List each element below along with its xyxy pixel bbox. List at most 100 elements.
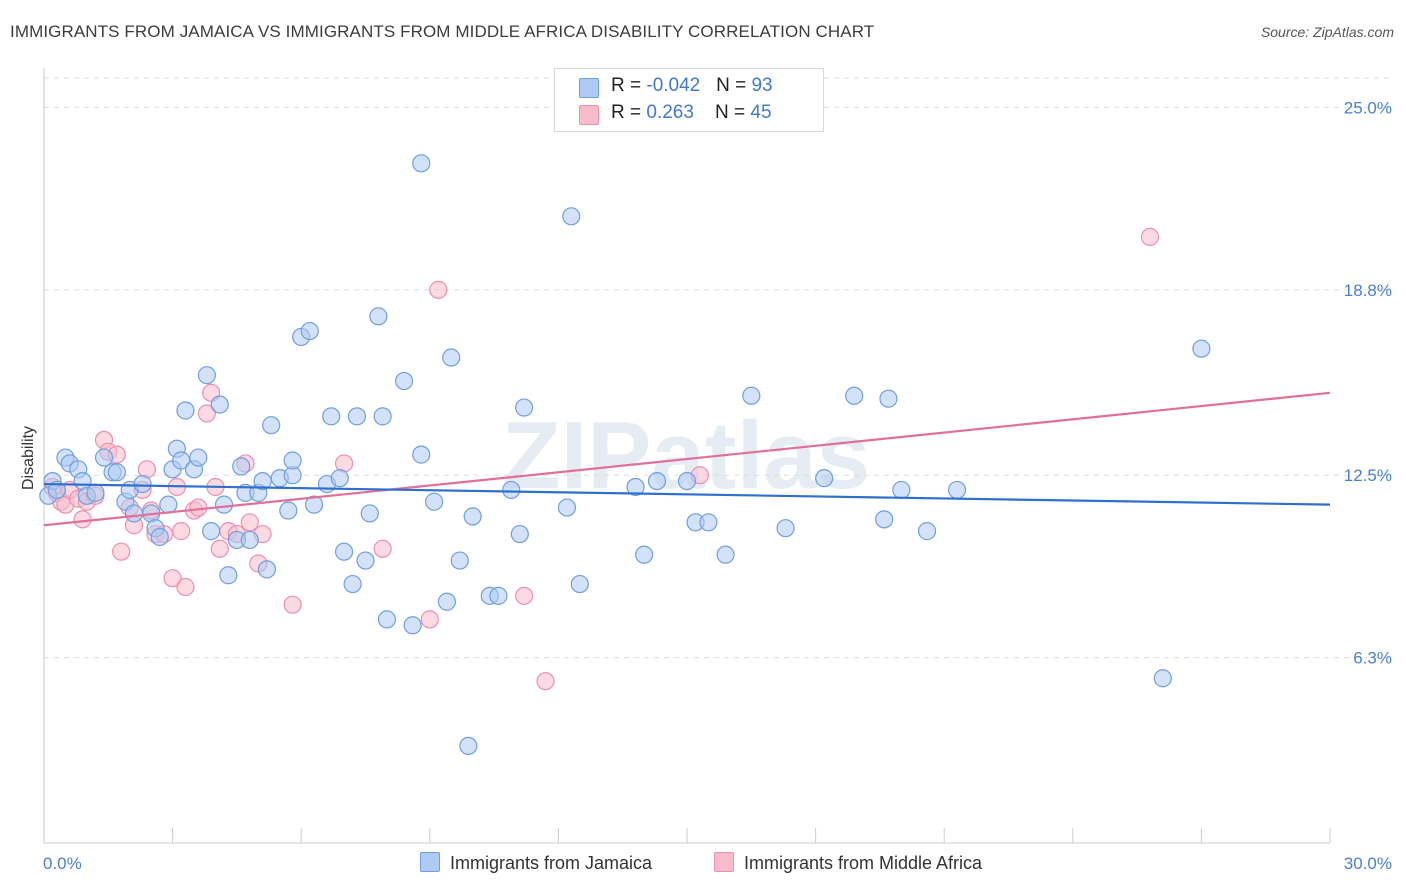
axes xyxy=(43,68,1331,844)
point-jamaica xyxy=(562,207,581,226)
point-jamaica xyxy=(442,348,461,367)
grid-lines xyxy=(44,77,1392,659)
n-label: N = xyxy=(716,75,752,96)
point-jamaica xyxy=(879,389,898,408)
point-jamaica xyxy=(202,522,221,541)
point-jamaica xyxy=(515,398,534,417)
trend-line-middle-africa xyxy=(43,391,1331,527)
point-jamaica xyxy=(133,474,152,494)
point-jamaica xyxy=(450,551,469,570)
point-jamaica xyxy=(917,522,937,541)
y-tick-labels: 6.3% 12.5% 18.8% 25.0% xyxy=(1344,98,1392,667)
x-tick-labels: 0.0% 30.0% xyxy=(43,854,1392,873)
r-label: R = xyxy=(611,102,647,123)
point-jamaica xyxy=(279,501,298,520)
point-jamaica xyxy=(377,610,397,629)
point-middle-africa xyxy=(515,586,534,605)
point-middle-africa xyxy=(176,577,195,597)
point-jamaica xyxy=(742,386,761,405)
point-jamaica xyxy=(424,492,444,511)
source-credit: Source: ZipAtlas.com xyxy=(1260,24,1394,40)
point-jamaica xyxy=(47,480,66,500)
point-jamaica xyxy=(489,586,508,605)
point-middle-africa xyxy=(536,672,555,691)
point-jamaica xyxy=(776,519,795,538)
point-jamaica xyxy=(502,480,521,500)
point-jamaica xyxy=(262,416,281,435)
point-jamaica xyxy=(304,495,324,514)
point-jamaica xyxy=(150,527,169,547)
point-jamaica xyxy=(373,407,392,426)
point-middle-africa xyxy=(373,539,392,558)
point-jamaica xyxy=(463,507,482,526)
point-jamaica xyxy=(716,545,735,564)
y-tick-label: 6.3% xyxy=(1353,649,1392,668)
point-middle-africa xyxy=(210,539,229,558)
legend-swatch-jamaica xyxy=(420,852,440,872)
n-value-middle-africa: 45 xyxy=(750,102,772,123)
r-value-middle-africa: 0.263 xyxy=(646,102,694,123)
legend-item-middle-africa: Immigrants from Middle Africa xyxy=(714,852,982,874)
point-jamaica xyxy=(635,545,654,564)
swatch-jamaica xyxy=(579,78,599,98)
point-jamaica xyxy=(159,495,178,514)
point-jamaica xyxy=(570,574,589,594)
point-jamaica xyxy=(369,307,388,326)
point-jamaica xyxy=(343,574,362,594)
y-tick-label: 18.8% xyxy=(1344,281,1392,300)
point-jamaica xyxy=(647,471,667,491)
point-middle-africa xyxy=(73,510,92,529)
point-jamaica xyxy=(815,469,834,488)
legend-label-jamaica: Immigrants from Jamaica xyxy=(450,853,653,873)
point-jamaica xyxy=(210,395,229,414)
point-jamaica xyxy=(107,463,126,482)
point-jamaica xyxy=(330,469,349,488)
point-jamaica xyxy=(257,560,277,579)
point-middle-africa xyxy=(112,542,131,561)
point-jamaica xyxy=(86,483,105,502)
point-jamaica xyxy=(947,480,967,500)
chart-title: IMMIGRANTS FROM JAMAICA VS IMMIGRANTS FR… xyxy=(10,22,875,41)
point-middle-africa xyxy=(429,280,448,299)
point-jamaica xyxy=(510,524,529,544)
point-jamaica xyxy=(356,551,375,570)
point-jamaica xyxy=(875,510,894,529)
point-middle-africa xyxy=(172,522,191,541)
stats-legend: R = -0.042 N = 93 R = 0.263 N = 45 xyxy=(554,68,824,132)
point-jamaica xyxy=(232,457,251,476)
points-jamaica xyxy=(39,154,1211,756)
trend-lines xyxy=(43,391,1331,527)
n-label: N = xyxy=(715,102,751,123)
point-jamaica xyxy=(219,566,238,585)
watermark: ZIPatlas xyxy=(502,402,870,509)
x-tick-label: 0.0% xyxy=(43,854,82,873)
point-middle-africa xyxy=(189,498,208,517)
point-jamaica xyxy=(403,616,422,635)
point-jamaica xyxy=(189,448,208,467)
point-middle-africa xyxy=(283,595,302,614)
point-jamaica xyxy=(360,504,379,523)
point-jamaica xyxy=(322,407,341,426)
swatch-middle-africa xyxy=(579,105,599,125)
point-jamaica xyxy=(334,542,354,561)
point-jamaica xyxy=(300,321,319,341)
point-jamaica xyxy=(412,154,431,173)
point-jamaica xyxy=(677,471,697,491)
point-jamaica xyxy=(176,401,195,420)
y-tick-label: 12.5% xyxy=(1344,466,1392,485)
point-jamaica xyxy=(347,407,367,426)
point-jamaica xyxy=(214,495,234,514)
point-jamaica xyxy=(626,477,645,497)
point-jamaica xyxy=(394,371,414,391)
point-jamaica xyxy=(892,480,911,500)
point-jamaica xyxy=(699,513,718,532)
legend-label-middle-africa: Immigrants from Middle Africa xyxy=(744,853,983,873)
point-jamaica xyxy=(240,530,259,550)
legend-swatch-middle-africa xyxy=(714,852,734,872)
point-jamaica xyxy=(283,451,302,470)
point-jamaica xyxy=(253,471,272,491)
n-value-jamaica: 93 xyxy=(751,75,773,96)
x-tick-label: 30.0% xyxy=(1344,854,1392,873)
point-jamaica xyxy=(172,451,191,470)
